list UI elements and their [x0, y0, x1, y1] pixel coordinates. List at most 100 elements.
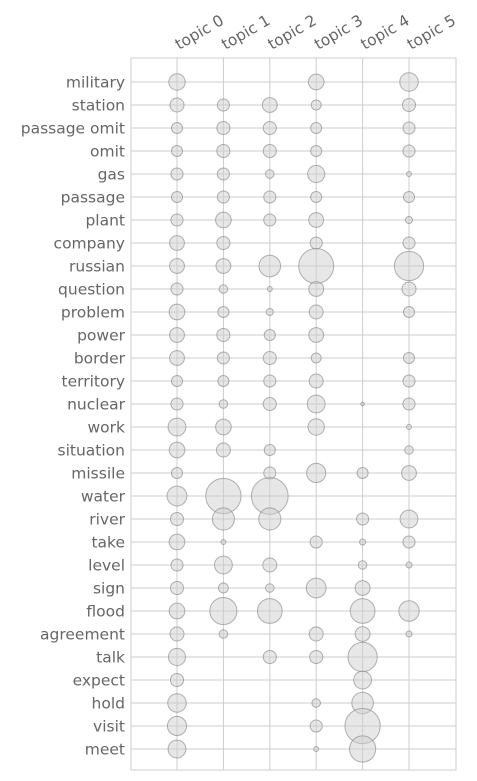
- bubble-point: [399, 509, 419, 529]
- bubble-point: [263, 374, 277, 388]
- bubble-point: [168, 73, 186, 91]
- row-label: agreement: [40, 626, 125, 644]
- row-label: station: [72, 97, 125, 115]
- row-label: expect: [73, 672, 125, 690]
- bubble-point: [313, 746, 320, 752]
- bubble-point: [217, 305, 230, 319]
- row-label: question: [58, 281, 125, 299]
- column-label: topic 2: [265, 11, 320, 53]
- row-label: sign: [93, 580, 125, 598]
- bubble-point: [213, 555, 233, 575]
- bubble-point: [216, 143, 231, 159]
- row-label: plant: [85, 212, 125, 230]
- bubble-point: [404, 445, 414, 455]
- bubble-point: [263, 190, 277, 204]
- bubble-point: [170, 167, 184, 181]
- bubble-point: [309, 719, 323, 733]
- bubble-point: [262, 396, 277, 412]
- bubble-point: [169, 672, 185, 688]
- bubble-point: [216, 98, 230, 112]
- bubble-point: [262, 120, 277, 136]
- bubble-point: [167, 739, 187, 759]
- bubble-point: [405, 630, 413, 638]
- bubble-point: [349, 735, 377, 763]
- bubble-point: [356, 512, 370, 526]
- bubble-point: [405, 561, 413, 569]
- bubble-point: [262, 557, 278, 573]
- bubble-point: [256, 598, 283, 624]
- bubble-point: [209, 596, 238, 626]
- row-label: russian: [69, 258, 125, 276]
- bubble-point: [402, 236, 416, 250]
- bubble-point: [170, 282, 184, 296]
- bubble-point: [349, 598, 376, 624]
- row-label: water: [81, 488, 126, 506]
- bubble-point: [308, 373, 324, 389]
- bubble-point: [262, 350, 277, 366]
- row-label: problem: [61, 304, 125, 322]
- bubble-point: [258, 507, 282, 531]
- bubble-point: [215, 211, 232, 229]
- bubble-point: [167, 417, 187, 437]
- bubble-point: [309, 236, 323, 250]
- bubble-point: [258, 254, 282, 278]
- bubble-point: [401, 281, 417, 297]
- row-label: work: [87, 419, 125, 437]
- bubble-point: [263, 328, 276, 342]
- bubble-point: [211, 507, 235, 531]
- bubble-point: [170, 558, 184, 572]
- bubble-point: [170, 374, 184, 388]
- bubble-point: [360, 401, 365, 407]
- bubble-point: [170, 144, 184, 158]
- bubble-point: [216, 351, 230, 365]
- bubble-point: [309, 535, 323, 549]
- bubble-point: [216, 235, 231, 251]
- bubble-point: [402, 397, 416, 411]
- row-label: situation: [58, 442, 125, 460]
- bubble-point: [168, 533, 186, 551]
- row-label: passage omit: [21, 120, 125, 138]
- row-label: border: [74, 350, 126, 368]
- row-label: nuclear: [67, 396, 126, 414]
- bubble-point: [402, 351, 416, 365]
- bubble-point: [170, 397, 184, 411]
- bubble-point: [406, 171, 412, 177]
- bubble-point: [398, 600, 420, 622]
- row-label: visit: [93, 718, 125, 736]
- bubble-point: [217, 374, 230, 388]
- bubble-point: [170, 121, 184, 135]
- bubble-point: [306, 394, 326, 414]
- bubble-point: [216, 327, 231, 343]
- bubble-point: [356, 466, 369, 480]
- bubble-point: [218, 399, 229, 409]
- row-label: hold: [92, 695, 125, 713]
- row-label: passage: [61, 189, 125, 207]
- bubble-point: [310, 121, 323, 135]
- bubble-point: [310, 352, 322, 364]
- bubble-point: [309, 649, 324, 665]
- bubbles: [166, 72, 425, 763]
- bubble-point: [217, 582, 229, 594]
- bubble-point: [308, 626, 324, 642]
- bubble-point: [168, 602, 186, 620]
- bubble-point: [265, 308, 274, 316]
- bubble-point: [215, 418, 232, 436]
- bubble-point: [354, 626, 371, 642]
- row-label: missile: [71, 465, 125, 483]
- row-label: river: [89, 511, 125, 529]
- column-label: topic 5: [404, 11, 459, 53]
- bubble-point: [170, 466, 184, 480]
- bubble-point: [401, 465, 417, 481]
- bubble-point: [169, 97, 185, 113]
- row-label: company: [54, 235, 125, 253]
- bubble-point: [402, 144, 416, 158]
- bubble-point: [402, 190, 416, 204]
- bubble-point: [263, 213, 277, 227]
- bubble-point: [359, 538, 367, 546]
- bubble-point: [218, 629, 229, 639]
- bubble-point: [306, 462, 327, 484]
- bubble-point: [308, 327, 325, 343]
- bubble-point: [357, 560, 368, 570]
